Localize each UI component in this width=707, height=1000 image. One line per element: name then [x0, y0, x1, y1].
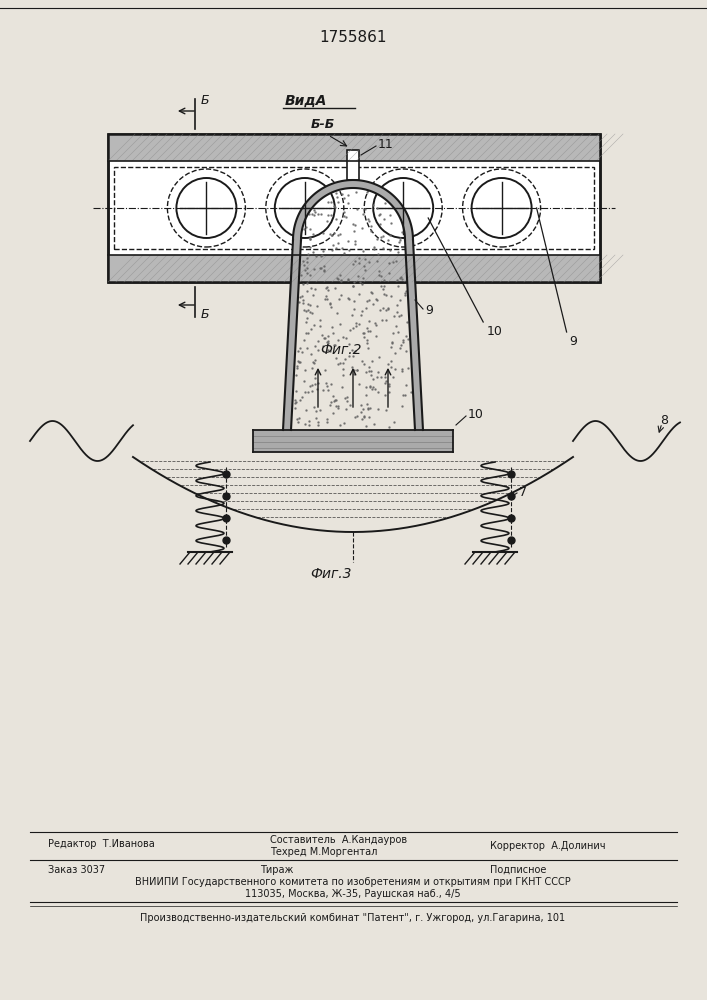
Circle shape [364, 169, 442, 247]
Text: Техред М.Моргентал: Техред М.Моргентал [270, 847, 378, 857]
Text: Подписное: Подписное [490, 865, 547, 875]
Text: ВНИИПИ Государственного комитета по изобретениям и открытиям при ГКНТ СССР: ВНИИПИ Государственного комитета по изоб… [135, 877, 571, 887]
Text: Корректор  А.Долинич: Корректор А.Долинич [490, 841, 605, 851]
Bar [253, 430, 453, 452]
Text: Б: Б [201, 308, 209, 322]
Text: 11: 11 [378, 138, 394, 151]
Polygon shape [293, 180, 413, 240]
Polygon shape [283, 240, 301, 430]
Circle shape [266, 169, 344, 247]
Text: 9: 9 [425, 304, 433, 316]
Text: Б: Б [201, 95, 209, 107]
Circle shape [462, 169, 541, 247]
Circle shape [275, 178, 335, 238]
Text: Редактор  Т.Иванова: Редактор Т.Иванова [48, 839, 155, 849]
Circle shape [373, 178, 433, 238]
Text: 113035, Москва, Ж-35, Раушская наб., 4/5: 113035, Москва, Ж-35, Раушская наб., 4/5 [245, 889, 461, 899]
Text: 8: 8 [660, 414, 668, 428]
Text: Заказ 3037: Заказ 3037 [48, 865, 105, 875]
Polygon shape [405, 240, 423, 430]
Bar [114, 167, 594, 249]
Text: ВидА: ВидА [285, 94, 327, 108]
Circle shape [472, 178, 532, 238]
Bar [108, 134, 600, 282]
Bar [108, 134, 600, 161]
Text: 10: 10 [468, 408, 484, 422]
Bar [347, 150, 359, 180]
Bar [108, 134, 600, 282]
Text: 7: 7 [519, 486, 527, 498]
Text: Фиг.2: Фиг.2 [320, 343, 361, 357]
Circle shape [177, 178, 236, 238]
Text: Составитель  А.Кандауров: Составитель А.Кандауров [270, 835, 407, 845]
Text: Тираж: Тираж [260, 865, 293, 875]
Text: Б-Б: Б-Б [311, 118, 335, 131]
Text: 9: 9 [570, 335, 578, 348]
Bar [108, 255, 600, 282]
Circle shape [168, 169, 245, 247]
Text: Производственно-издательский комбинат "Патент", г. Ужгород, ул.Гагарина, 101: Производственно-издательский комбинат "П… [141, 913, 566, 923]
Text: 10: 10 [486, 325, 502, 338]
Text: Фиг.3: Фиг.3 [310, 567, 351, 581]
Text: 1755861: 1755861 [320, 30, 387, 45]
